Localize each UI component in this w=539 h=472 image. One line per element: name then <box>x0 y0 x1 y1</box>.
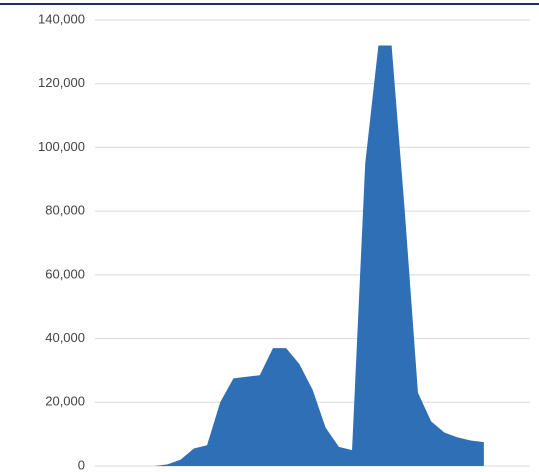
y-tick-label: 40,000 <box>45 330 85 345</box>
y-tick-label: 80,000 <box>45 203 85 218</box>
y-tick-label: 140,000 <box>38 11 85 26</box>
y-tick-label: 20,000 <box>45 394 85 409</box>
y-tick-label: 0 <box>78 457 85 472</box>
y-tick-label: 60,000 <box>45 266 85 281</box>
area <box>101 45 484 466</box>
y-tick-label: 100,000 <box>38 139 85 154</box>
y-tick-label: 120,000 <box>38 75 85 90</box>
